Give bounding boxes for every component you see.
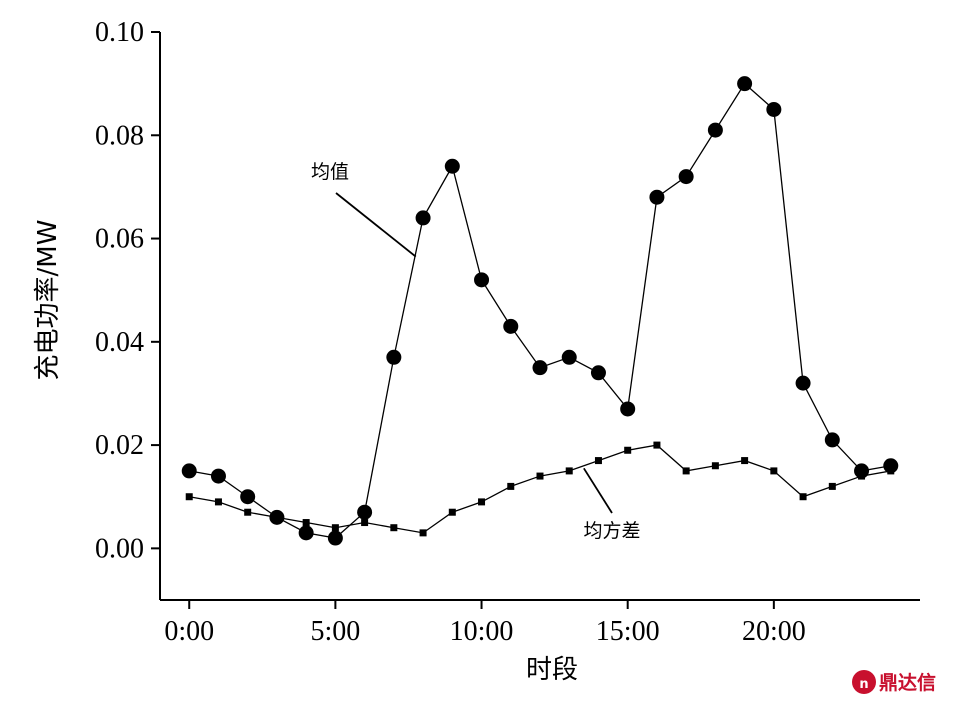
y-axis-ticks: 0.00 0.02 0.04 0.06 0.08 0.10 (95, 17, 160, 564)
watermark-badge-icon (852, 670, 876, 694)
data-point (678, 169, 694, 185)
data-point (503, 318, 519, 334)
series-line (189, 82, 891, 539)
y-axis-title: 充电功率/MW (33, 220, 63, 381)
data-point (682, 467, 690, 475)
data-point (361, 519, 369, 527)
data-point (327, 530, 343, 546)
y-tick-label: 0.04 (95, 327, 144, 358)
data-point (795, 375, 811, 391)
data-point (331, 524, 339, 532)
x-tick-label: 15:00 (596, 616, 660, 647)
data-point (624, 446, 632, 454)
data-point (419, 529, 427, 537)
data-point (824, 432, 840, 448)
data-point (799, 493, 807, 501)
data-point (620, 401, 636, 417)
data-point (561, 349, 577, 365)
data-point (532, 360, 548, 376)
y-tick-label: 0.02 (95, 430, 144, 461)
series-mean (181, 76, 899, 546)
data-point (185, 493, 193, 501)
data-point (828, 482, 836, 490)
series-layer (181, 76, 899, 546)
annotation-label: 均值 (311, 161, 349, 183)
watermark-logo: n 鼎达信 (852, 670, 936, 694)
data-point (214, 498, 222, 506)
data-point (390, 524, 398, 532)
data-point (415, 210, 431, 226)
data-point (649, 189, 665, 205)
y-tick-label: 0.10 (95, 17, 144, 48)
data-point (240, 489, 256, 505)
data-point (273, 513, 281, 521)
data-point (653, 441, 661, 449)
data-point (444, 158, 460, 174)
data-point (298, 525, 314, 541)
data-point (565, 467, 573, 475)
data-point (883, 458, 899, 474)
annotation-leader (583, 467, 613, 514)
data-point (244, 508, 252, 516)
watermark-badge-glyph: n (859, 677, 868, 692)
data-point (770, 467, 778, 475)
x-tick-label: 10:00 (450, 616, 514, 647)
data-point (594, 457, 602, 465)
data-point (590, 365, 606, 381)
data-point (478, 498, 486, 506)
y-tick-label: 0.08 (95, 120, 144, 151)
annotation-label: 均方差 (583, 520, 640, 542)
x-tick-label: 5:00 (310, 616, 360, 647)
data-point (357, 504, 373, 520)
data-point (474, 272, 490, 288)
x-tick-label: 20:00 (742, 616, 806, 647)
data-point (181, 463, 197, 479)
data-point (741, 457, 749, 465)
y-tick-label: 0.00 (95, 533, 144, 564)
data-point (887, 467, 895, 475)
data-point (507, 482, 515, 490)
x-axis-title: 时段 (526, 655, 578, 685)
data-point (210, 468, 226, 484)
x-axis-ticks: 0:00 5:00 10:00 15:00 20:00 (164, 600, 806, 647)
series-line (189, 444, 891, 534)
series-std (185, 441, 895, 537)
plot-axes (159, 32, 920, 601)
data-point (854, 463, 870, 479)
data-point (448, 508, 456, 516)
data-point (737, 76, 753, 92)
annotation-leader (335, 192, 417, 258)
watermark-text: 鼎达信 (879, 671, 936, 694)
data-point (707, 122, 723, 138)
x-tick-label: 0:00 (164, 616, 214, 647)
y-tick-label: 0.06 (95, 224, 144, 255)
data-point (302, 519, 310, 527)
data-point (858, 472, 866, 480)
data-point (536, 472, 544, 480)
data-point (766, 101, 782, 117)
data-point (711, 462, 719, 470)
data-point (386, 349, 402, 365)
